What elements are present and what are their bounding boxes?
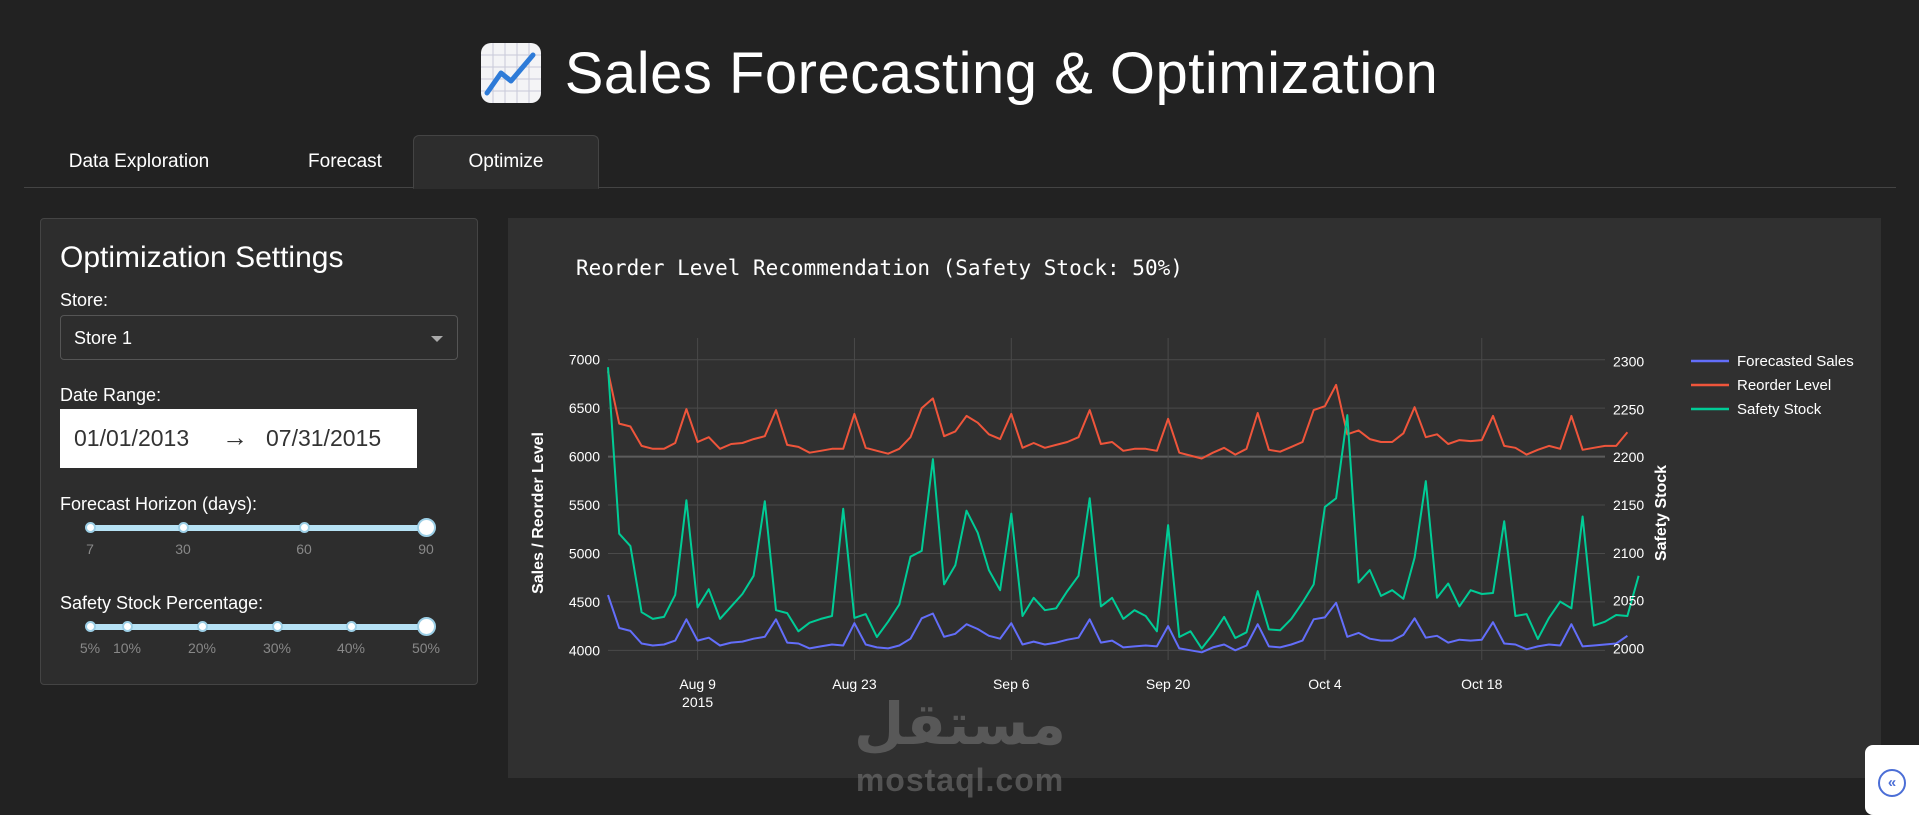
panel-title: Optimization Settings <box>60 241 344 274</box>
date-range-label: Date Range: <box>60 385 162 405</box>
slider-mark-label: 40% <box>336 640 366 656</box>
y2-axis-title: Safety Stock <box>1653 465 1670 561</box>
chart-axes: 4000 4500 5000 5500 6000 6500 7000 2000 2050 2100… <box>569 352 1645 710</box>
slider-mark <box>85 522 96 533</box>
forecast-horizon-slider[interactable]: 7 30 60 90 <box>85 518 436 557</box>
y2-tick-label: 2000 <box>1613 641 1644 657</box>
y2-tick-label: 2200 <box>1613 449 1644 465</box>
slider-handle[interactable] <box>417 518 436 537</box>
x-tick-label: Oct 18 <box>1461 676 1502 692</box>
page-header: Sales Forecasting & Optimization <box>0 30 1919 116</box>
chevron-down-icon <box>431 336 443 342</box>
safety-stock-line[interactable] <box>607 367 1640 650</box>
y-tick-label: 4000 <box>569 642 600 658</box>
slider-mark-label: 7 <box>86 541 94 557</box>
safety-stock-slider[interactable]: 5% 10% 20% 30% 40% 50% <box>80 617 440 656</box>
arrow-right-icon: → <box>222 422 248 452</box>
y2-tick-label: 2150 <box>1613 497 1644 513</box>
y-tick-label: 7000 <box>569 352 600 368</box>
slider-mark <box>299 522 310 533</box>
end-date-input[interactable]: 07/31/2015 <box>266 425 382 451</box>
slider-track <box>90 525 426 531</box>
legend-label[interactable]: Safety Stock <box>1737 401 1822 418</box>
legend-label[interactable]: Reorder Level <box>1737 377 1831 394</box>
legend-label[interactable]: Forecasted Sales <box>1737 353 1854 370</box>
slider-mark-label: 30% <box>262 640 292 656</box>
slider-mark <box>346 621 357 632</box>
y-tick-label: 6000 <box>569 449 600 465</box>
chart-legend: Forecasted Sales Reorder Level Safety Stoc… <box>1691 353 1854 418</box>
reorder-chart-card: 4000 4500 5000 5500 6000 6500 7000 2000 2050 2100… <box>508 218 1881 778</box>
tab-data-exploration[interactable]: Data Exploration <box>68 150 210 172</box>
slider-mark <box>122 621 133 632</box>
tab-bar: Data Exploration Forecast Optimize <box>24 135 1896 189</box>
store-label: Store: <box>60 290 109 310</box>
y2-tick-label: 2250 <box>1613 401 1644 417</box>
watermark-latin: mostaql.com <box>855 762 1065 798</box>
safety-stock-label: Safety Stock Percentage: <box>60 593 264 613</box>
slider-mark <box>85 621 96 632</box>
reorder-level-line[interactable] <box>607 371 1629 460</box>
start-date-input[interactable]: 01/01/2013 <box>74 425 190 451</box>
x-tick-label: Aug 23 <box>832 676 877 692</box>
x-tick-label: Sep 20 <box>1146 676 1191 692</box>
slider-mark-label: 50% <box>411 640 441 656</box>
slider-mark-label: 30 <box>175 541 191 557</box>
y2-tick-label: 2050 <box>1613 593 1644 609</box>
store-select[interactable]: Store 1 <box>60 315 458 360</box>
slider-mark <box>197 621 208 632</box>
slider-mark <box>178 522 189 533</box>
slider-mark-label: 90 <box>418 541 434 557</box>
y-tick-label: 6500 <box>569 400 600 416</box>
slider-mark-label: 60 <box>296 541 312 557</box>
slider-mark <box>272 621 283 632</box>
x-tick-label: Oct 4 <box>1308 676 1342 692</box>
slider-mark-label: 20% <box>187 640 217 656</box>
x-tick-label: Sep 6 <box>993 676 1030 692</box>
sidebar-toggle-button[interactable]: « <box>1865 745 1919 815</box>
optimization-settings-panel: Optimization Settings Store: Store 1 Dat… <box>40 218 478 685</box>
y2-tick-label: 2300 <box>1613 353 1644 369</box>
chart-series <box>607 367 1640 654</box>
slider-mark-label: 10% <box>112 640 142 656</box>
watermark-arabic: مستقل <box>853 690 1067 758</box>
tab-optimize[interactable]: Optimize <box>413 135 599 189</box>
chart-grid <box>608 338 1605 660</box>
slider-mark-label: 5% <box>79 640 101 656</box>
reorder-chart[interactable]: 4000 4500 5000 5500 6000 6500 7000 2000 2050 2100… <box>508 218 1881 778</box>
y-axis-title: Sales / Reorder Level <box>530 432 547 594</box>
watermark: مستقل mostaql.com <box>830 690 1090 800</box>
forecast-horizon-label: Forecast Horizon (days): <box>60 494 258 514</box>
x-tick-sublabel: 2015 <box>682 694 713 710</box>
y2-tick-label: 2100 <box>1613 545 1644 561</box>
y-tick-label: 5500 <box>569 497 600 513</box>
slider-track <box>90 624 426 630</box>
chart-title: Reorder Level Recommendation (Safety Sto… <box>576 256 1183 280</box>
x-tick-label: Aug 9 <box>679 676 716 692</box>
page-title: Sales Forecasting & Optimization <box>564 40 1439 106</box>
store-select-value: Store 1 <box>74 328 133 348</box>
slider-handle[interactable] <box>417 617 436 636</box>
chart-increasing-icon <box>480 43 541 103</box>
tab-forecast[interactable]: Forecast <box>308 150 382 172</box>
date-range-picker[interactable]: 01/01/2013 → 07/31/2015 <box>60 409 417 468</box>
double-chevron-left-icon: « <box>1878 769 1906 797</box>
y-tick-label: 4500 <box>569 594 600 610</box>
forecasted-sales-line[interactable] <box>607 594 1628 654</box>
y-tick-label: 5000 <box>569 545 600 561</box>
